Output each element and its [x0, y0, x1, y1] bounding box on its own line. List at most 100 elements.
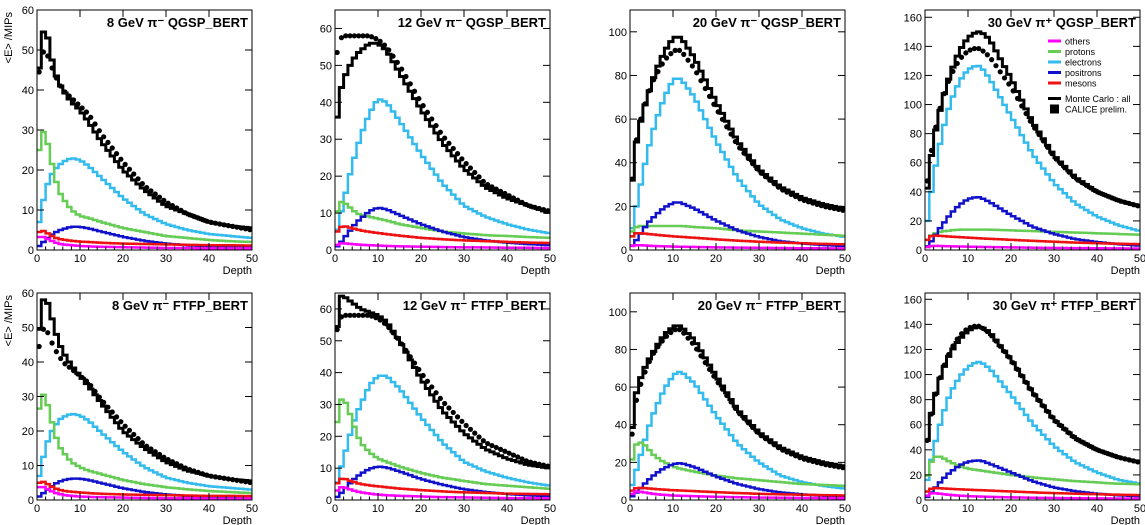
calice-data-point — [1023, 110, 1029, 117]
calice-data-point — [373, 315, 379, 321]
y-tick-label: 20 — [22, 426, 34, 438]
calice-data-point — [767, 439, 773, 445]
calice-data-point — [1083, 182, 1089, 188]
y-tick-label: 30 — [320, 399, 332, 411]
series-protons-line — [37, 393, 252, 495]
calice-data-point — [381, 320, 388, 326]
y-tick-label: 120 — [904, 70, 922, 82]
calice-data-point — [655, 69, 661, 75]
calice-data-point — [1027, 386, 1033, 392]
calice-data-point — [476, 434, 482, 440]
calice-data-point — [45, 330, 51, 336]
calice-data-point — [528, 203, 534, 209]
x-axis-title: Depth — [223, 265, 252, 277]
calice-data-point — [122, 423, 128, 429]
calice-data-point — [633, 397, 640, 403]
calice-data-point — [225, 223, 231, 229]
calice-data-point — [997, 69, 1003, 75]
x-tick-label: 10 — [962, 503, 974, 515]
calice-data-point — [191, 213, 197, 219]
calice-data-point — [698, 353, 704, 359]
calice-data-point — [1066, 430, 1072, 436]
calice-data-point — [1126, 457, 1132, 463]
calice-data-point — [126, 427, 133, 433]
calice-data-point — [247, 479, 252, 486]
calice-data-point — [450, 409, 456, 416]
x-tick-label: 30 — [1048, 503, 1060, 515]
calice-data-point — [204, 218, 210, 224]
calice-data-point — [633, 137, 640, 143]
calice-data-point — [827, 205, 833, 211]
calice-data-point — [156, 194, 163, 200]
calice-data-point — [1053, 156, 1059, 162]
calice-data-point — [242, 479, 249, 485]
calice-data-point — [545, 463, 550, 469]
calice-data-point — [737, 145, 743, 151]
calice-data-point — [360, 312, 366, 318]
calice-data-point — [37, 343, 42, 350]
series-mesons-line — [335, 477, 550, 496]
calice-data-point — [96, 394, 102, 400]
calice-data-point — [950, 343, 956, 349]
x-tick-label: 30 — [1048, 253, 1060, 265]
calice-data-point — [182, 210, 188, 216]
calice-data-point — [976, 45, 982, 52]
calice-data-point — [519, 456, 525, 462]
calice-data-point — [1023, 379, 1029, 385]
calice-data-point — [659, 61, 665, 67]
series-mc_all-line — [335, 41, 550, 214]
legend-label-electrons: electrons — [1065, 58, 1102, 68]
calice-data-point — [1118, 198, 1124, 204]
calice-data-point — [368, 34, 375, 40]
calice-data-point — [762, 174, 769, 180]
y-tick-label: 20 — [910, 216, 922, 228]
calice-data-point — [152, 449, 158, 455]
calice-data-point — [1010, 360, 1016, 366]
calice-data-point — [515, 197, 521, 203]
calice-data-point — [694, 70, 700, 76]
calice-data-point — [1032, 125, 1038, 131]
calice-data-point — [689, 340, 695, 346]
y-tick-label: 10 — [22, 205, 34, 217]
series-mesons-line — [925, 486, 1140, 497]
calice-data-point — [79, 374, 85, 381]
calice-data-point — [49, 65, 55, 71]
calice-data-point — [954, 60, 960, 67]
calice-data-point — [788, 451, 794, 457]
calice-data-point — [928, 411, 935, 417]
panel-title: 12 GeV π⁻ QGSP_BERT — [398, 15, 546, 30]
calice-data-point — [719, 386, 726, 392]
x-tick-label: 30 — [753, 503, 765, 515]
series-positrons-line — [37, 225, 252, 249]
calice-data-point — [963, 50, 969, 56]
calice-data-point — [1044, 144, 1051, 150]
x-tick-label: 40 — [501, 503, 513, 515]
calice-data-point — [958, 331, 965, 337]
calice-data-point — [212, 220, 219, 226]
calice-data-point — [702, 360, 708, 366]
calice-data-point — [510, 195, 517, 201]
calice-data-point — [386, 324, 392, 331]
calice-data-point — [706, 366, 713, 373]
y-tick-label: 0 — [28, 495, 34, 507]
y-tick-label: 40 — [615, 420, 627, 432]
calice-data-point — [685, 57, 691, 63]
y-tick-label: 80 — [615, 70, 627, 82]
calice-data-point — [1010, 88, 1016, 94]
calice-data-point — [1001, 75, 1008, 81]
calice-data-point — [638, 116, 644, 122]
calice-data-point — [1070, 434, 1076, 440]
x-tick-label: 20 — [1005, 503, 1017, 515]
x-tick-label: 50 — [1134, 253, 1145, 265]
calice-data-point — [148, 446, 154, 452]
calice-data-point — [771, 181, 777, 187]
calice-data-point — [497, 188, 504, 194]
panel-title: 8 GeV π⁻ FTFP_BERT — [112, 298, 248, 313]
calice-data-point — [88, 114, 94, 120]
calice-data-point — [49, 340, 55, 346]
y-tick-label: 60 — [22, 5, 34, 17]
calice-data-point — [217, 221, 223, 227]
y-tick-label: 100 — [904, 100, 922, 112]
calice-data-point — [403, 347, 409, 353]
